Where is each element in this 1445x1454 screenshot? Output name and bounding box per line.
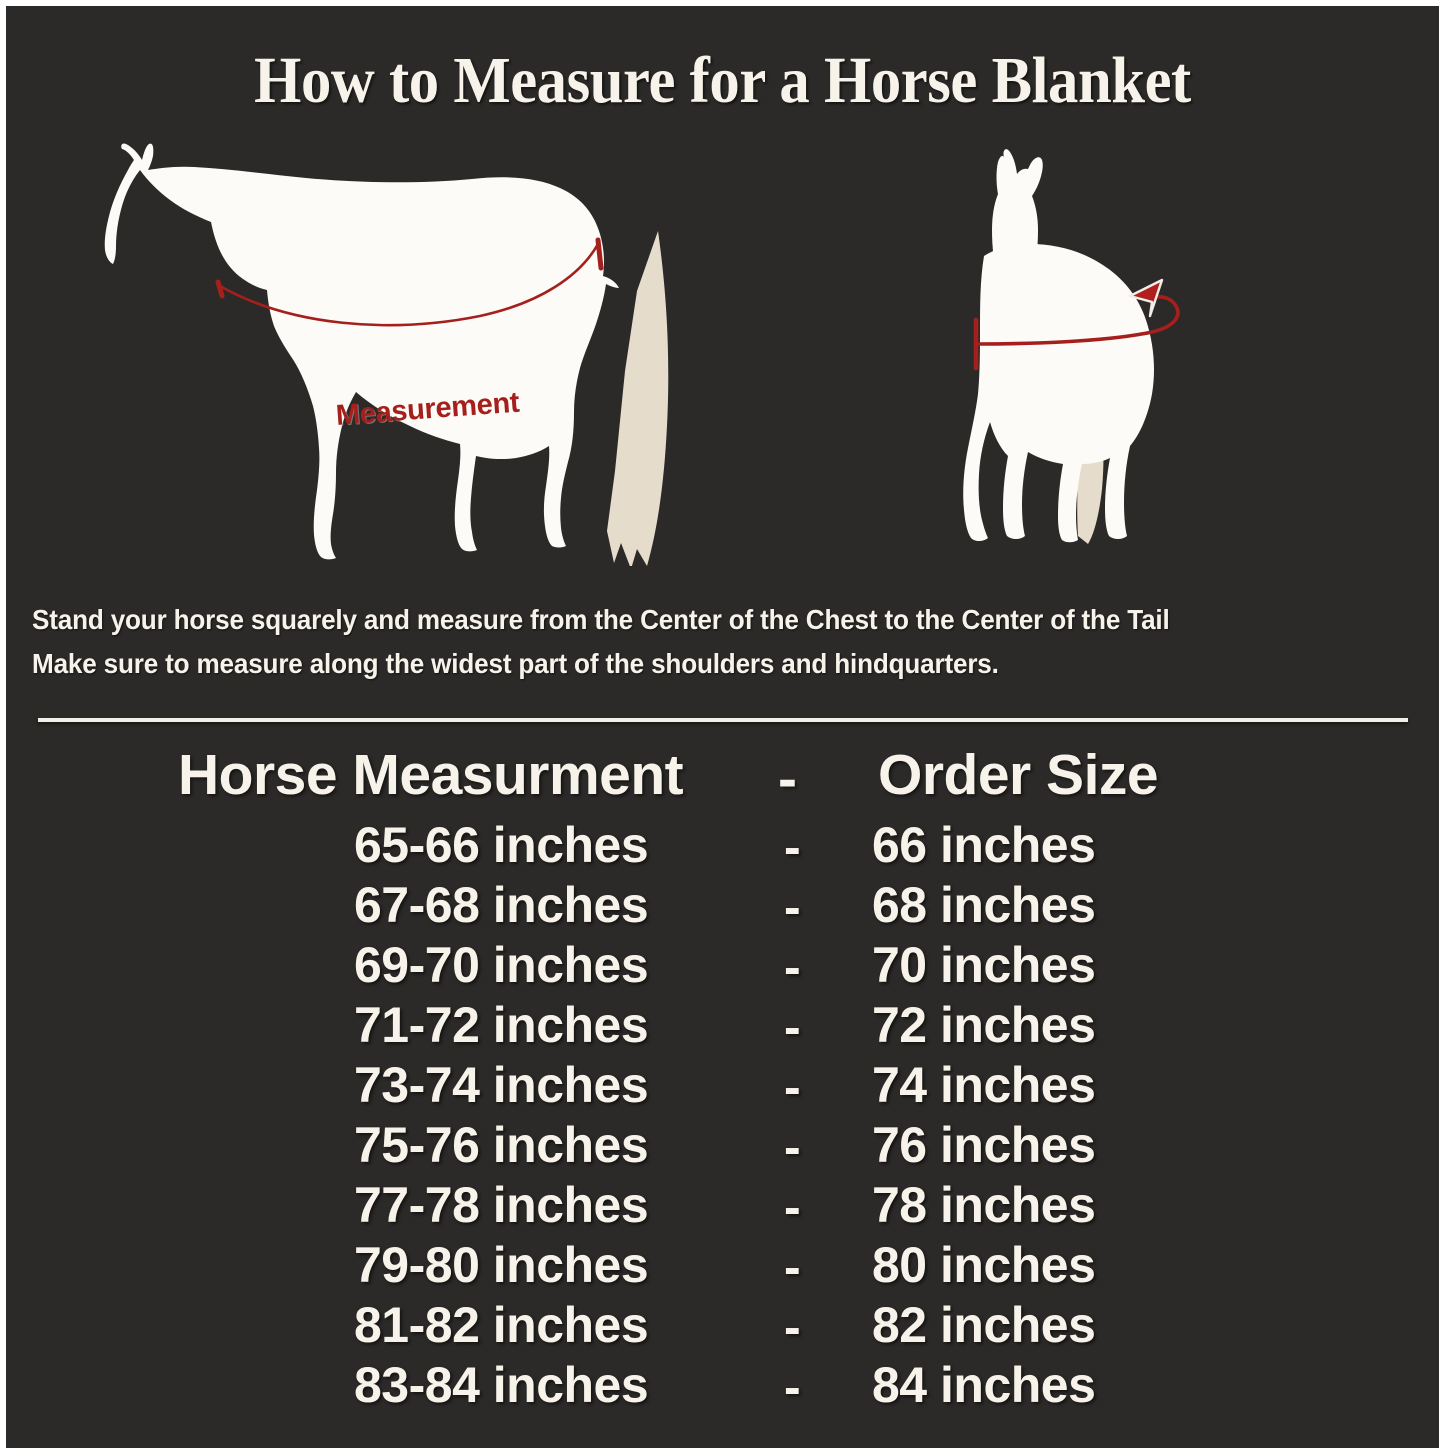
cell-order-size: 72 inches xyxy=(872,997,1096,1053)
table-row: 67-68 inches - 68 inches xyxy=(6,876,1439,936)
cell-separator: - xyxy=(784,1359,801,1415)
cell-order-size: 70 inches xyxy=(872,937,1096,993)
table-header-row: Horse Measurment - Order Size xyxy=(6,742,1439,816)
cell-order-size: 76 inches xyxy=(872,1117,1096,1173)
instruction-line-2: Make sure to measure along the widest pa… xyxy=(32,648,999,679)
cell-separator: - xyxy=(784,1179,801,1235)
cell-separator: - xyxy=(784,939,801,995)
table-row: 69-70 inches - 70 inches xyxy=(6,936,1439,996)
cell-order-size: 74 inches xyxy=(872,1057,1096,1113)
horse-rear-body-shape xyxy=(963,149,1154,543)
cell-measurement: 75-76 inches xyxy=(354,1117,649,1173)
cell-separator: - xyxy=(784,1239,801,1295)
cell-measurement: 73-74 inches xyxy=(354,1057,649,1113)
page-title: How to Measure for a Horse Blanket xyxy=(254,44,1191,117)
cell-separator: - xyxy=(784,1119,801,1175)
table-row: 65-66 inches - 66 inches xyxy=(6,816,1439,876)
cell-separator: - xyxy=(784,819,801,875)
cell-measurement: 77-78 inches xyxy=(354,1177,649,1233)
cell-separator: - xyxy=(784,879,801,935)
cell-order-size: 66 inches xyxy=(872,817,1096,873)
horse-rear-measure-line xyxy=(973,295,1180,371)
table-row: 73-74 inches - 74 inches xyxy=(6,1056,1439,1116)
table-row: 81-82 inches - 82 inches xyxy=(6,1296,1439,1356)
cell-measurement: 67-68 inches xyxy=(354,877,649,933)
cell-measurement: 65-66 inches xyxy=(354,817,649,873)
instructions-block: Stand your horse squarely and measure fr… xyxy=(32,598,1353,686)
cell-measurement: 83-84 inches xyxy=(354,1357,649,1413)
horse-rear-view-illustration xyxy=(926,144,1226,564)
cell-order-size: 78 inches xyxy=(872,1177,1096,1233)
section-divider xyxy=(38,718,1408,722)
cell-order-size: 80 inches xyxy=(872,1237,1096,1293)
table-row: 79-80 inches - 80 inches xyxy=(6,1236,1439,1296)
horse-side-view-illustration xyxy=(70,136,680,566)
horse-side-measure-line xyxy=(215,237,604,327)
column-header-order-size: Order Size xyxy=(878,743,1159,807)
cell-measurement: 69-70 inches xyxy=(354,937,649,993)
cell-measurement: 71-72 inches xyxy=(354,997,649,1053)
cell-order-size: 82 inches xyxy=(872,1297,1096,1353)
poster-panel: How to Measure for a Horse Blanket xyxy=(6,6,1439,1448)
horse-rear-arrow-icon xyxy=(1128,278,1164,318)
cell-order-size: 84 inches xyxy=(872,1357,1096,1413)
illustration-band: Measurement xyxy=(6,136,1439,584)
table-row: 77-78 inches - 78 inches xyxy=(6,1176,1439,1236)
cell-order-size: 68 inches xyxy=(872,877,1096,933)
table-row: 71-72 inches - 72 inches xyxy=(6,996,1439,1056)
column-header-separator: - xyxy=(778,747,797,811)
cell-separator: - xyxy=(784,1299,801,1355)
cell-separator: - xyxy=(784,999,801,1055)
table-row: 75-76 inches - 76 inches xyxy=(6,1116,1439,1176)
cell-separator: - xyxy=(784,1059,801,1115)
cell-measurement: 79-80 inches xyxy=(354,1237,649,1293)
instruction-line-1: Stand your horse squarely and measure fr… xyxy=(32,604,1170,635)
horse-side-body-shape xyxy=(104,143,619,560)
horse-side-tail-shape xyxy=(607,231,669,566)
cell-measurement: 81-82 inches xyxy=(354,1297,649,1353)
size-chart-table: Horse Measurment - Order Size 65-66 inch… xyxy=(6,742,1439,1416)
table-row: 83-84 inches - 84 inches xyxy=(6,1356,1439,1416)
column-header-measurement: Horse Measurment xyxy=(178,743,684,807)
